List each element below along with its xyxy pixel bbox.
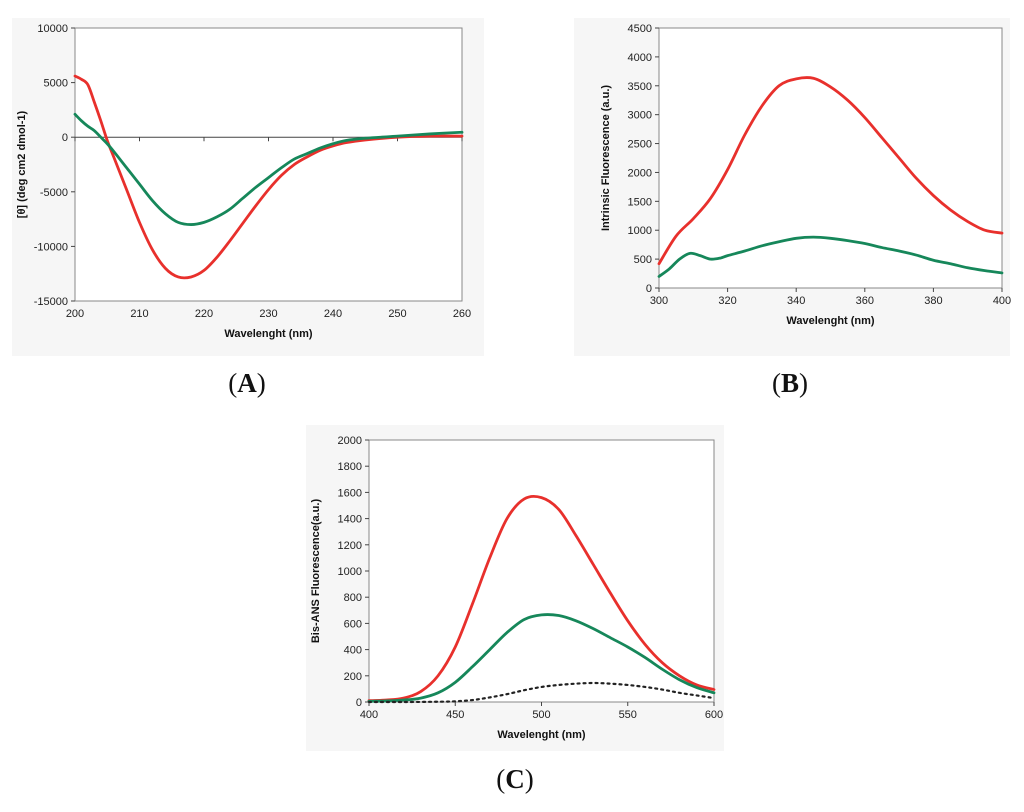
y-tick-label-a: -15000 bbox=[34, 296, 68, 308]
series-line-c-green bbox=[367, 613, 716, 703]
y-tick-label-a: 0 bbox=[62, 132, 68, 144]
y-tick-label-b: 3500 bbox=[628, 81, 652, 93]
series-line-c-dotted bbox=[367, 681, 716, 704]
y-axis-title-b: Intrinsic Fluorescence (a.u.) bbox=[600, 85, 612, 231]
x-tick-label-a: 240 bbox=[324, 308, 342, 320]
plot-area-a bbox=[74, 27, 463, 302]
y-tick-label-c: 2000 bbox=[338, 435, 362, 447]
y-tick-label-c: 600 bbox=[344, 618, 362, 630]
y-tick-label-c: 800 bbox=[344, 592, 362, 604]
series-line-a-red bbox=[73, 74, 464, 280]
y-tick-label-b: 0 bbox=[646, 283, 652, 295]
series-line-b-red bbox=[657, 76, 1004, 266]
x-tick-label-a: 210 bbox=[130, 308, 148, 320]
y-tick-label-b: 2000 bbox=[628, 167, 652, 179]
x-tick-label-b: 400 bbox=[993, 295, 1011, 307]
y-tick-label-b: 1500 bbox=[628, 196, 652, 208]
x-axis-title-a: Wavelenght (nm) bbox=[224, 328, 313, 340]
x-tick-label-b: 300 bbox=[650, 295, 668, 307]
x-tick-label-b: 340 bbox=[787, 295, 805, 307]
x-axis-title-c: Wavelenght (nm) bbox=[497, 729, 586, 741]
y-axis-title-c: Bis-ANS Fluorescence(a.u.) bbox=[310, 499, 322, 644]
y-tick-label-c: 1800 bbox=[338, 461, 362, 473]
y-tick-label-c: 0 bbox=[356, 697, 362, 709]
x-tick-label-b: 360 bbox=[856, 295, 874, 307]
panel-label-b: (B) bbox=[771, 368, 808, 398]
panel-label-a: (A) bbox=[228, 368, 266, 398]
x-axis-title-b: Wavelenght (nm) bbox=[786, 315, 875, 327]
x-tick-label-c: 600 bbox=[705, 709, 723, 721]
x-tick-label-a: 260 bbox=[453, 308, 471, 320]
y-tick-label-a: -5000 bbox=[40, 187, 68, 199]
x-tick-label-b: 380 bbox=[924, 295, 942, 307]
y-tick-label-b: 4000 bbox=[628, 52, 652, 64]
y-tick-label-b: 3000 bbox=[628, 110, 652, 122]
x-tick-label-a: 220 bbox=[195, 308, 213, 320]
y-tick-label-c: 1200 bbox=[338, 540, 362, 552]
y-tick-label-c: 400 bbox=[344, 645, 362, 657]
x-tick-label-c: 550 bbox=[619, 709, 637, 721]
x-tick-label-c: 450 bbox=[446, 709, 464, 721]
y-tick-label-b: 2500 bbox=[628, 139, 652, 151]
y-tick-label-a: -10000 bbox=[34, 241, 68, 253]
x-tick-label-b: 320 bbox=[718, 295, 736, 307]
x-tick-label-a: 250 bbox=[388, 308, 406, 320]
x-tick-label-a: 230 bbox=[259, 308, 277, 320]
y-tick-label-b: 500 bbox=[634, 254, 652, 266]
series-line-c-red bbox=[367, 494, 716, 703]
y-tick-label-a: 5000 bbox=[44, 78, 68, 90]
y-tick-label-b: 4500 bbox=[628, 23, 652, 35]
x-tick-label-c: 500 bbox=[532, 709, 550, 721]
y-tick-label-c: 1600 bbox=[338, 487, 362, 499]
series-line-a-green bbox=[73, 112, 464, 226]
y-tick-label-c: 1000 bbox=[338, 566, 362, 578]
y-tick-label-c: 200 bbox=[344, 671, 362, 683]
plot-area-b bbox=[658, 27, 1003, 289]
y-tick-label-a: 10000 bbox=[37, 23, 68, 35]
x-tick-label-c: 400 bbox=[360, 709, 378, 721]
y-tick-label-c: 1400 bbox=[338, 514, 362, 526]
series-line-b-green bbox=[657, 235, 1004, 278]
x-tick-label-a: 200 bbox=[66, 308, 84, 320]
y-axis-title-a: [θ] (deg cm2 dmol-1) bbox=[16, 110, 28, 218]
panel-label-c: (C) bbox=[496, 764, 534, 794]
y-tick-label-b: 1000 bbox=[628, 225, 652, 237]
